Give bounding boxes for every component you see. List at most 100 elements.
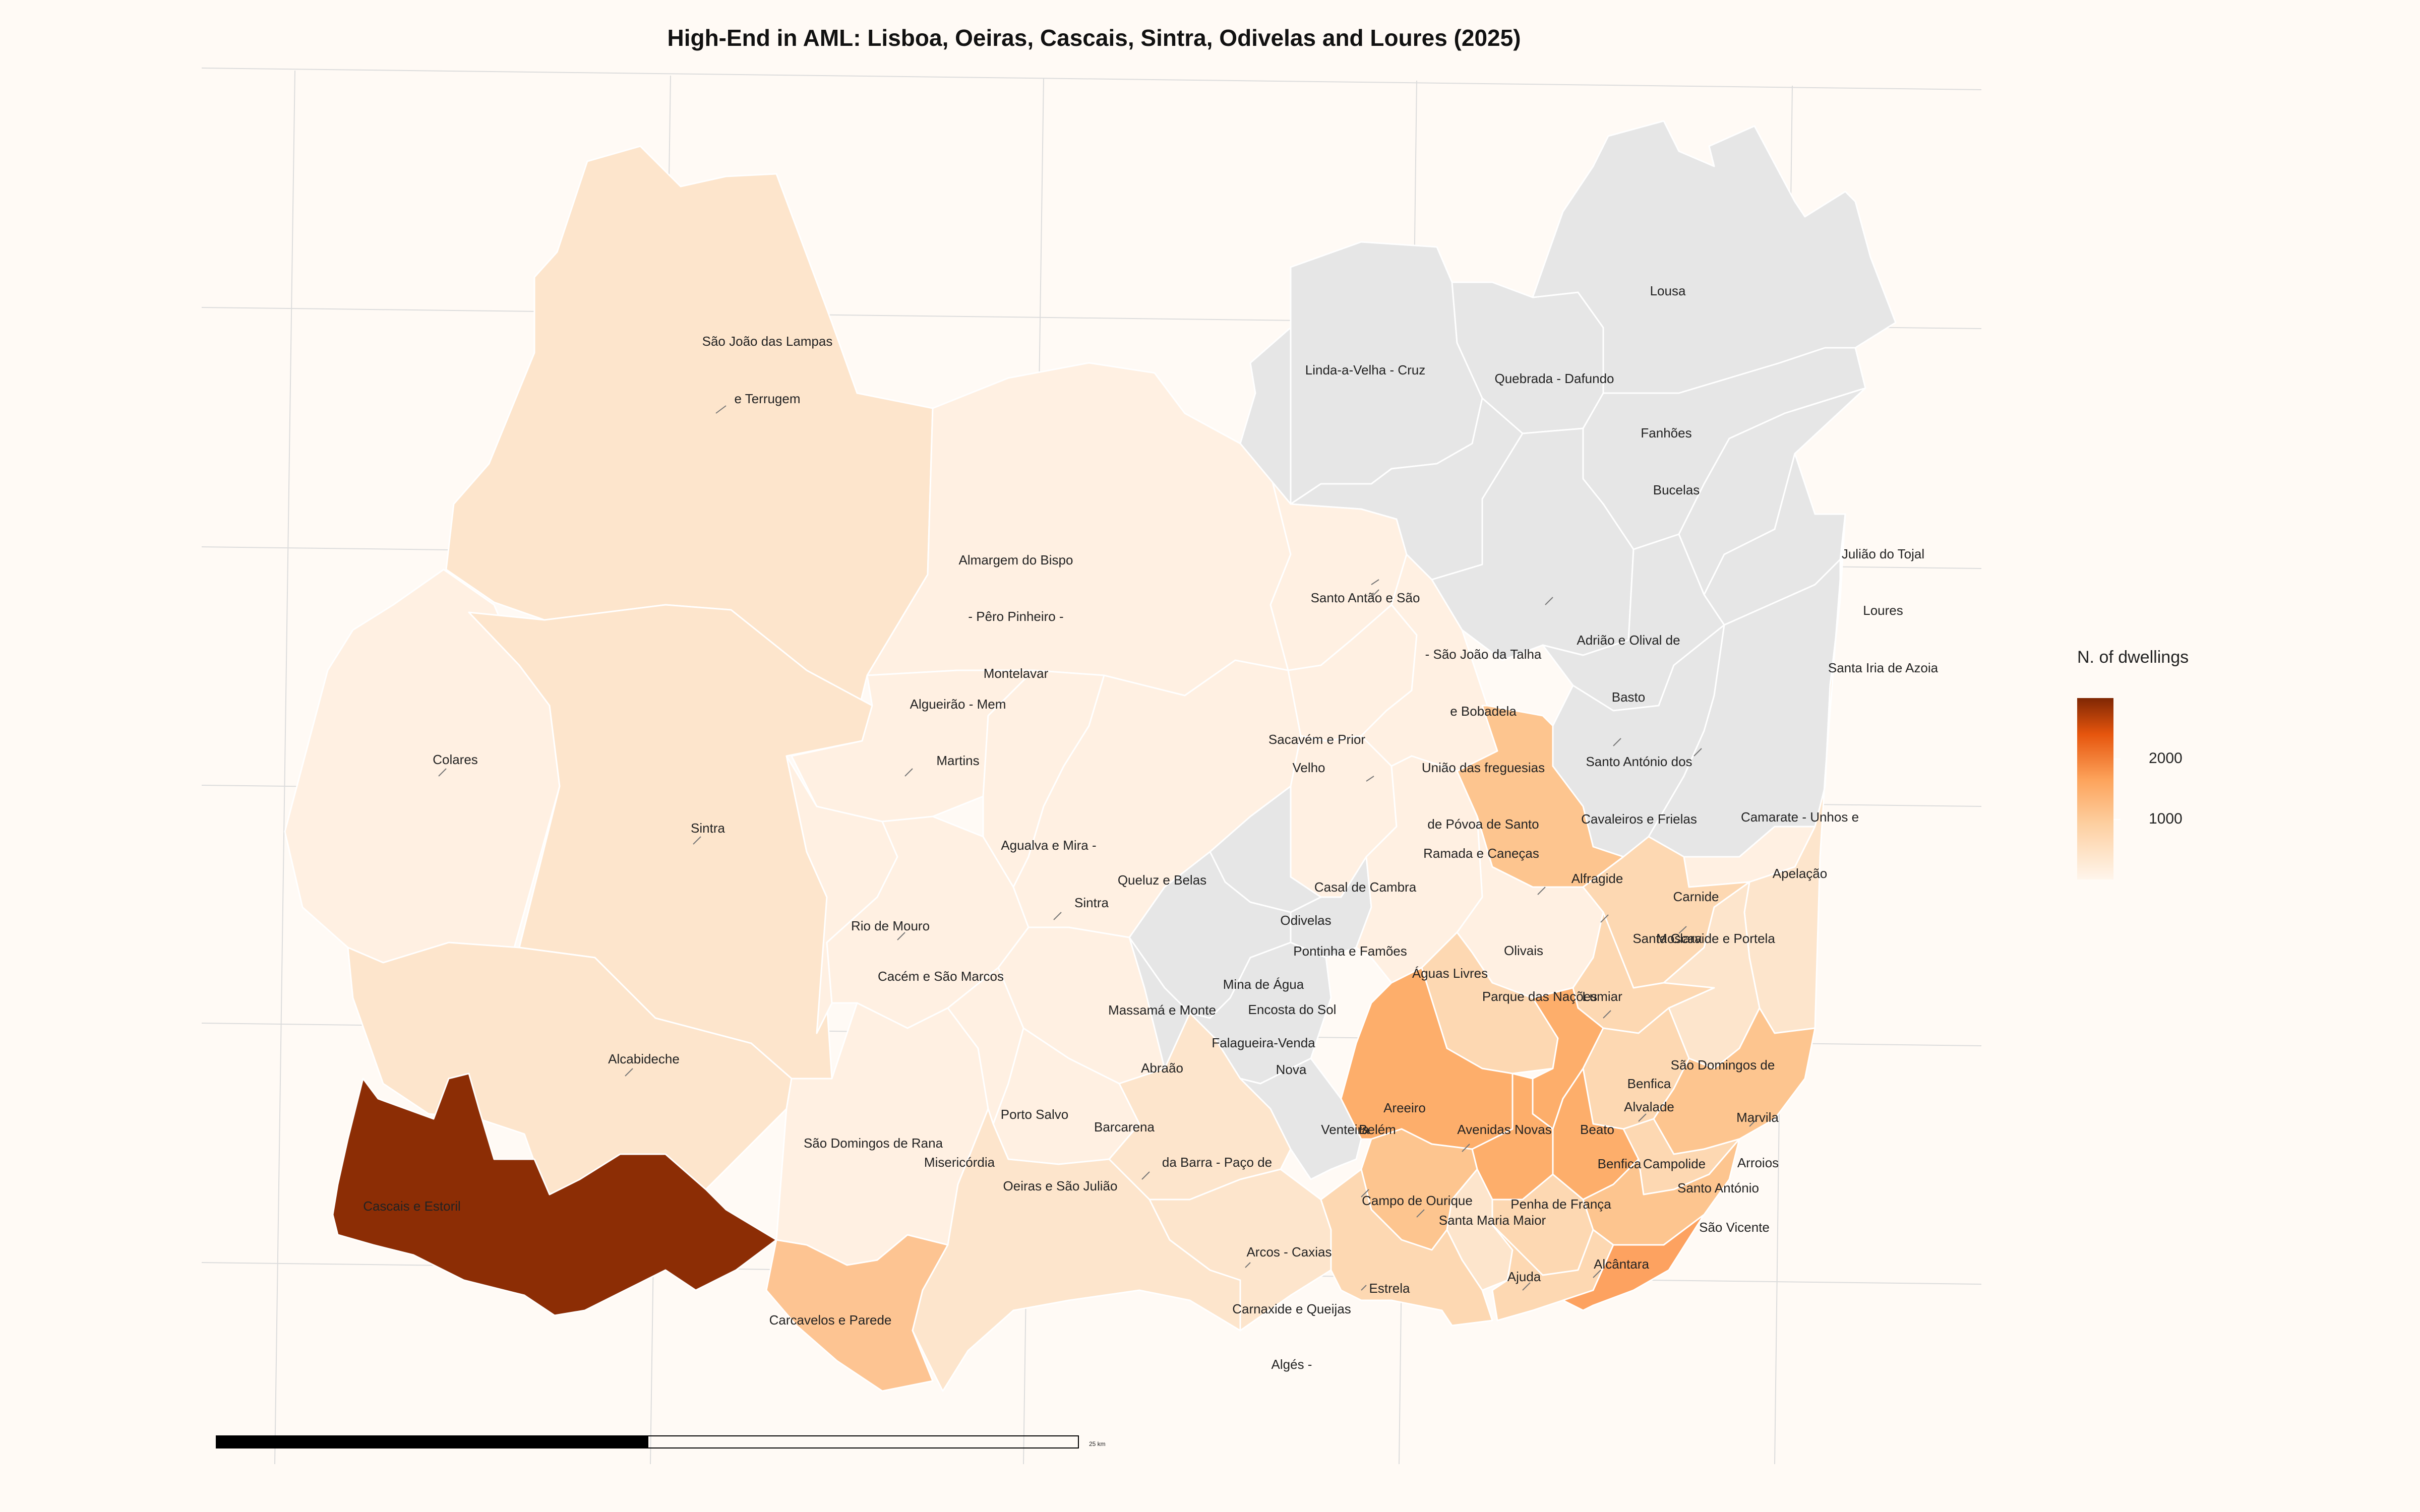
region-label: Algés - [1272,1357,1312,1372]
region-label: São Domingos de [1671,1057,1775,1073]
region-estrela [1562,1214,1705,1311]
region-label: Santo Antão e São [1311,590,1420,605]
region-label: Avenidas Novas [1457,1122,1551,1137]
region-label: Camarate - Unhos e [1741,809,1859,825]
region-label: Santa Iria de Azoia [1828,660,1939,675]
legend-title: N. of dwellings [2077,648,2189,667]
region-label: Venteira [1321,1122,1369,1137]
region-label: Areeiro [1383,1100,1426,1115]
region-misericordia [1320,1168,1493,1327]
region-label: Queluz e Belas [1118,872,1206,888]
region-alfragide [1239,1057,1362,1180]
region-label: Algueirão - Mem [910,697,1006,712]
label-leader-line [715,405,727,414]
region-label: Santo António dos [1586,754,1692,769]
region-label: Santo António [1677,1180,1759,1195]
region-label: Ramada e Caneças [1423,846,1539,861]
legend: N. of dwellings 2000 1000 [2077,648,2189,879]
label-leader-line [1693,748,1702,757]
region-label: Santa Clara [1632,931,1702,946]
label-leader-line [897,932,905,940]
region-label: Sintra [1074,895,1109,910]
label-leader-line [438,768,447,777]
label-leader-line [1361,1189,1369,1198]
region-label: Falagueira-Venda [1212,1035,1315,1050]
region-label: Barcarena [1094,1119,1155,1135]
region-label: Bucelas [1653,482,1700,497]
label-leader-line [1603,1010,1611,1019]
region-label: São João das Lampas [702,334,833,349]
label-leader-line [1371,579,1379,585]
region-label: Misericórdia [924,1155,995,1170]
region-venteira [1128,936,1191,1069]
region-label: Sacavém e Prior [1268,732,1366,747]
legend-tick-1000 [2113,819,2121,820]
map-title: High-End in AML: Lisboa, Oeiras, Cascais… [667,25,1521,51]
region-label: Porto Salvo [1001,1107,1068,1122]
region-label: União das freguesias [1422,760,1545,775]
region-label: - São João da Talha [1425,647,1542,662]
label-leader-line [1593,1270,1601,1278]
region-label: Massamá e Monte [1108,1002,1216,1018]
region-label: Águas Livres [1412,966,1488,981]
region-label: Linda-a-Velha - Cruz [1305,362,1425,377]
region-label: Loures [1863,603,1903,618]
region-label: Carnide [1673,889,1719,904]
region-label: Cascais e Estoril [363,1199,461,1214]
region-label: Colares [433,752,478,767]
region-label: e Terrugem [734,391,800,406]
region-santo-antonio-dos-cavaleiros-e-frielas [1431,427,1635,661]
region-label: São Domingos de Rana [804,1136,943,1151]
region-label: Casal de Cambra [1314,879,1417,895]
region-label: Sintra [691,821,725,836]
region-label: Encosta do Sol [1248,1002,1337,1017]
label-leader-line [1537,887,1546,895]
region-label: Almargem do Bispo [959,552,1073,568]
region-label: Montelavar [984,666,1049,681]
legend-colorbar [2077,698,2113,879]
region-label: Julião do Tojal [1842,546,1924,561]
region-label: Abraão [1141,1060,1183,1076]
scale-bar [216,1435,1079,1448]
label-leader-line [1749,1118,1758,1127]
region-label: Ajuda [1507,1269,1541,1284]
region-label: Arroios [1737,1155,1779,1170]
label-leader-line [1638,1113,1647,1122]
region-label: Mina de Água [1223,977,1304,992]
label-leader-line [1361,1285,1367,1291]
label-leader-line [1245,1262,1251,1268]
region-label: Cacém e São Marcos [878,969,1004,984]
region-label: Martins [936,753,979,768]
region-label: Belém [1359,1122,1396,1137]
label-leader-line [693,836,701,845]
label-leader-line [1141,1171,1150,1180]
region-label: Santa Maria Maior [1439,1213,1546,1228]
region-label: Alcântara [1594,1256,1649,1272]
label-leader-line [1416,1209,1425,1218]
region-label: Moscavide e Portela [1656,931,1775,946]
region-label: Benfica [1598,1156,1642,1171]
region-label: Lumiar [1582,989,1622,1004]
region-label: Basto [1612,689,1646,705]
region-olivais [1355,755,1483,984]
region-label: Velho [1292,760,1325,775]
label-leader-line [1053,912,1062,920]
label-leader-line [1522,1282,1531,1291]
region-label: - Pêro Pinheiro - [968,609,1063,624]
label-leader-line [1545,597,1553,605]
region-label: da Barra - Paço de [1162,1155,1272,1170]
scale-bar-filled-segment [217,1436,648,1447]
region-label: Adrião e Olival de [1577,633,1680,648]
region-label: Quebrada - Dafundo [1494,371,1614,386]
region-label: Beato [1580,1122,1614,1137]
region-label: Cavaleiros e Frielas [1581,811,1697,827]
region-label: Estrela [1369,1281,1410,1296]
label-leader-line [1462,1144,1470,1152]
region-label: Oeiras e São Julião [1003,1178,1118,1193]
label-leader-line [625,1068,633,1077]
region-label: Alvalade [1624,1099,1674,1114]
region-label: Alcabideche [608,1051,680,1066]
region-label: Carnaxide e Queijas [1232,1301,1351,1316]
region-label: Arcos - Caxias [1246,1244,1332,1259]
